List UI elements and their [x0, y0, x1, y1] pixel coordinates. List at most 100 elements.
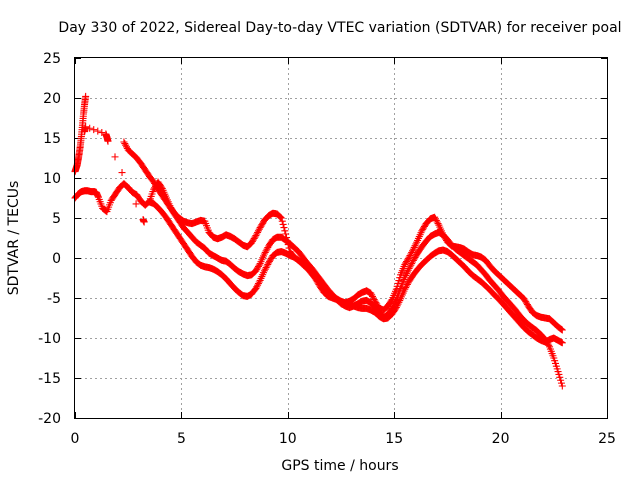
- data-point: [431, 215, 439, 223]
- data-point: [277, 214, 285, 222]
- data-point: [410, 243, 418, 251]
- data-point: [261, 248, 269, 256]
- y-tick-label: 5: [52, 211, 61, 227]
- data-point: [279, 220, 287, 228]
- data-point: [280, 224, 288, 232]
- data-point: [263, 245, 271, 253]
- x-tick-label: 10: [279, 431, 297, 447]
- data-point: [406, 252, 414, 260]
- data-point: [260, 250, 268, 258]
- data-point: [402, 284, 410, 292]
- data-point: [558, 339, 566, 347]
- data-point: [121, 140, 129, 148]
- data-point: [403, 280, 411, 288]
- series-outliers: [81, 123, 148, 226]
- data-point: [434, 220, 442, 228]
- data-point: [254, 227, 262, 235]
- data-point: [403, 282, 411, 290]
- data-point: [264, 260, 272, 268]
- data-point: [281, 227, 289, 235]
- data-point: [432, 216, 440, 224]
- y-tick-label: -5: [47, 291, 61, 307]
- data-point: [82, 92, 90, 100]
- y-tick-label: 0: [52, 251, 61, 267]
- x-tick-label: 5: [177, 431, 186, 447]
- y-tick-label: -20: [38, 411, 61, 427]
- data-point: [404, 255, 412, 263]
- data-point: [111, 153, 119, 161]
- data-point: [405, 264, 413, 272]
- data-point: [412, 240, 420, 248]
- data-point: [262, 264, 270, 272]
- data-point: [94, 127, 102, 135]
- data-point: [401, 273, 409, 281]
- data-point: [557, 325, 565, 333]
- data-point: [120, 138, 128, 146]
- data-point: [255, 278, 263, 286]
- data-point: [262, 247, 270, 255]
- y-tick-label: -10: [38, 331, 61, 347]
- data-point: [252, 232, 260, 240]
- data-point: [132, 200, 140, 208]
- data-point: [409, 245, 417, 253]
- y-tick-label: 10: [43, 171, 61, 187]
- series-track-b: [120, 138, 566, 390]
- data-point: [403, 268, 411, 276]
- data-point: [405, 253, 413, 261]
- data-point: [255, 225, 263, 233]
- data-point: [125, 184, 133, 192]
- data-point: [253, 230, 261, 238]
- data-point: [557, 325, 565, 333]
- data-point: [254, 281, 262, 289]
- data-point: [402, 271, 410, 279]
- y-tick-label: -15: [38, 371, 61, 387]
- data-point: [411, 242, 419, 250]
- data-point: [558, 382, 566, 390]
- data-point: [413, 238, 421, 246]
- data-point: [260, 267, 268, 275]
- data-point: [408, 260, 416, 268]
- data-point: [86, 124, 94, 132]
- data-point: [277, 213, 285, 221]
- data-point: [368, 291, 376, 299]
- data-point: [263, 262, 271, 270]
- y-axis-title: SDTVAR / TECUs: [6, 181, 22, 296]
- data-point: [90, 126, 98, 134]
- data-point: [393, 302, 401, 310]
- data-point: [140, 218, 148, 226]
- x-tick-label: 0: [71, 431, 80, 447]
- data-point: [406, 263, 414, 271]
- data-point: [370, 296, 378, 304]
- x-tick-label: 20: [492, 431, 510, 447]
- data-point: [368, 292, 376, 300]
- data-point: [82, 123, 90, 131]
- y-tick-label: 25: [43, 51, 61, 67]
- data-point: [433, 218, 441, 226]
- data-point: [409, 247, 417, 255]
- x-tick-label: 25: [598, 431, 616, 447]
- data-point: [392, 304, 400, 312]
- data-point: [261, 265, 269, 273]
- data-point: [251, 233, 259, 241]
- data-point: [253, 283, 261, 291]
- data-point: [431, 213, 439, 221]
- data-point: [408, 248, 416, 256]
- chart-title: Day 330 of 2022, Sidereal Day-to-day VTE…: [58, 20, 621, 36]
- data-point: [252, 284, 260, 292]
- y-tick-labels: -20 -15 -10 -5 0 5 10 15 20 25: [38, 51, 61, 427]
- data-point: [278, 217, 286, 225]
- data-point: [118, 169, 126, 177]
- data-point: [404, 266, 412, 274]
- data-point: [104, 137, 112, 145]
- data-point: [396, 297, 404, 305]
- data-point: [403, 270, 411, 278]
- series-track-a: [71, 178, 566, 334]
- data-point: [254, 228, 262, 236]
- data-point: [369, 294, 377, 302]
- series-track-c: [145, 198, 566, 347]
- data-point: [98, 129, 106, 137]
- x-axis-title: GPS time / hours: [281, 458, 398, 474]
- data-point: [401, 285, 409, 293]
- data-point: [407, 261, 415, 269]
